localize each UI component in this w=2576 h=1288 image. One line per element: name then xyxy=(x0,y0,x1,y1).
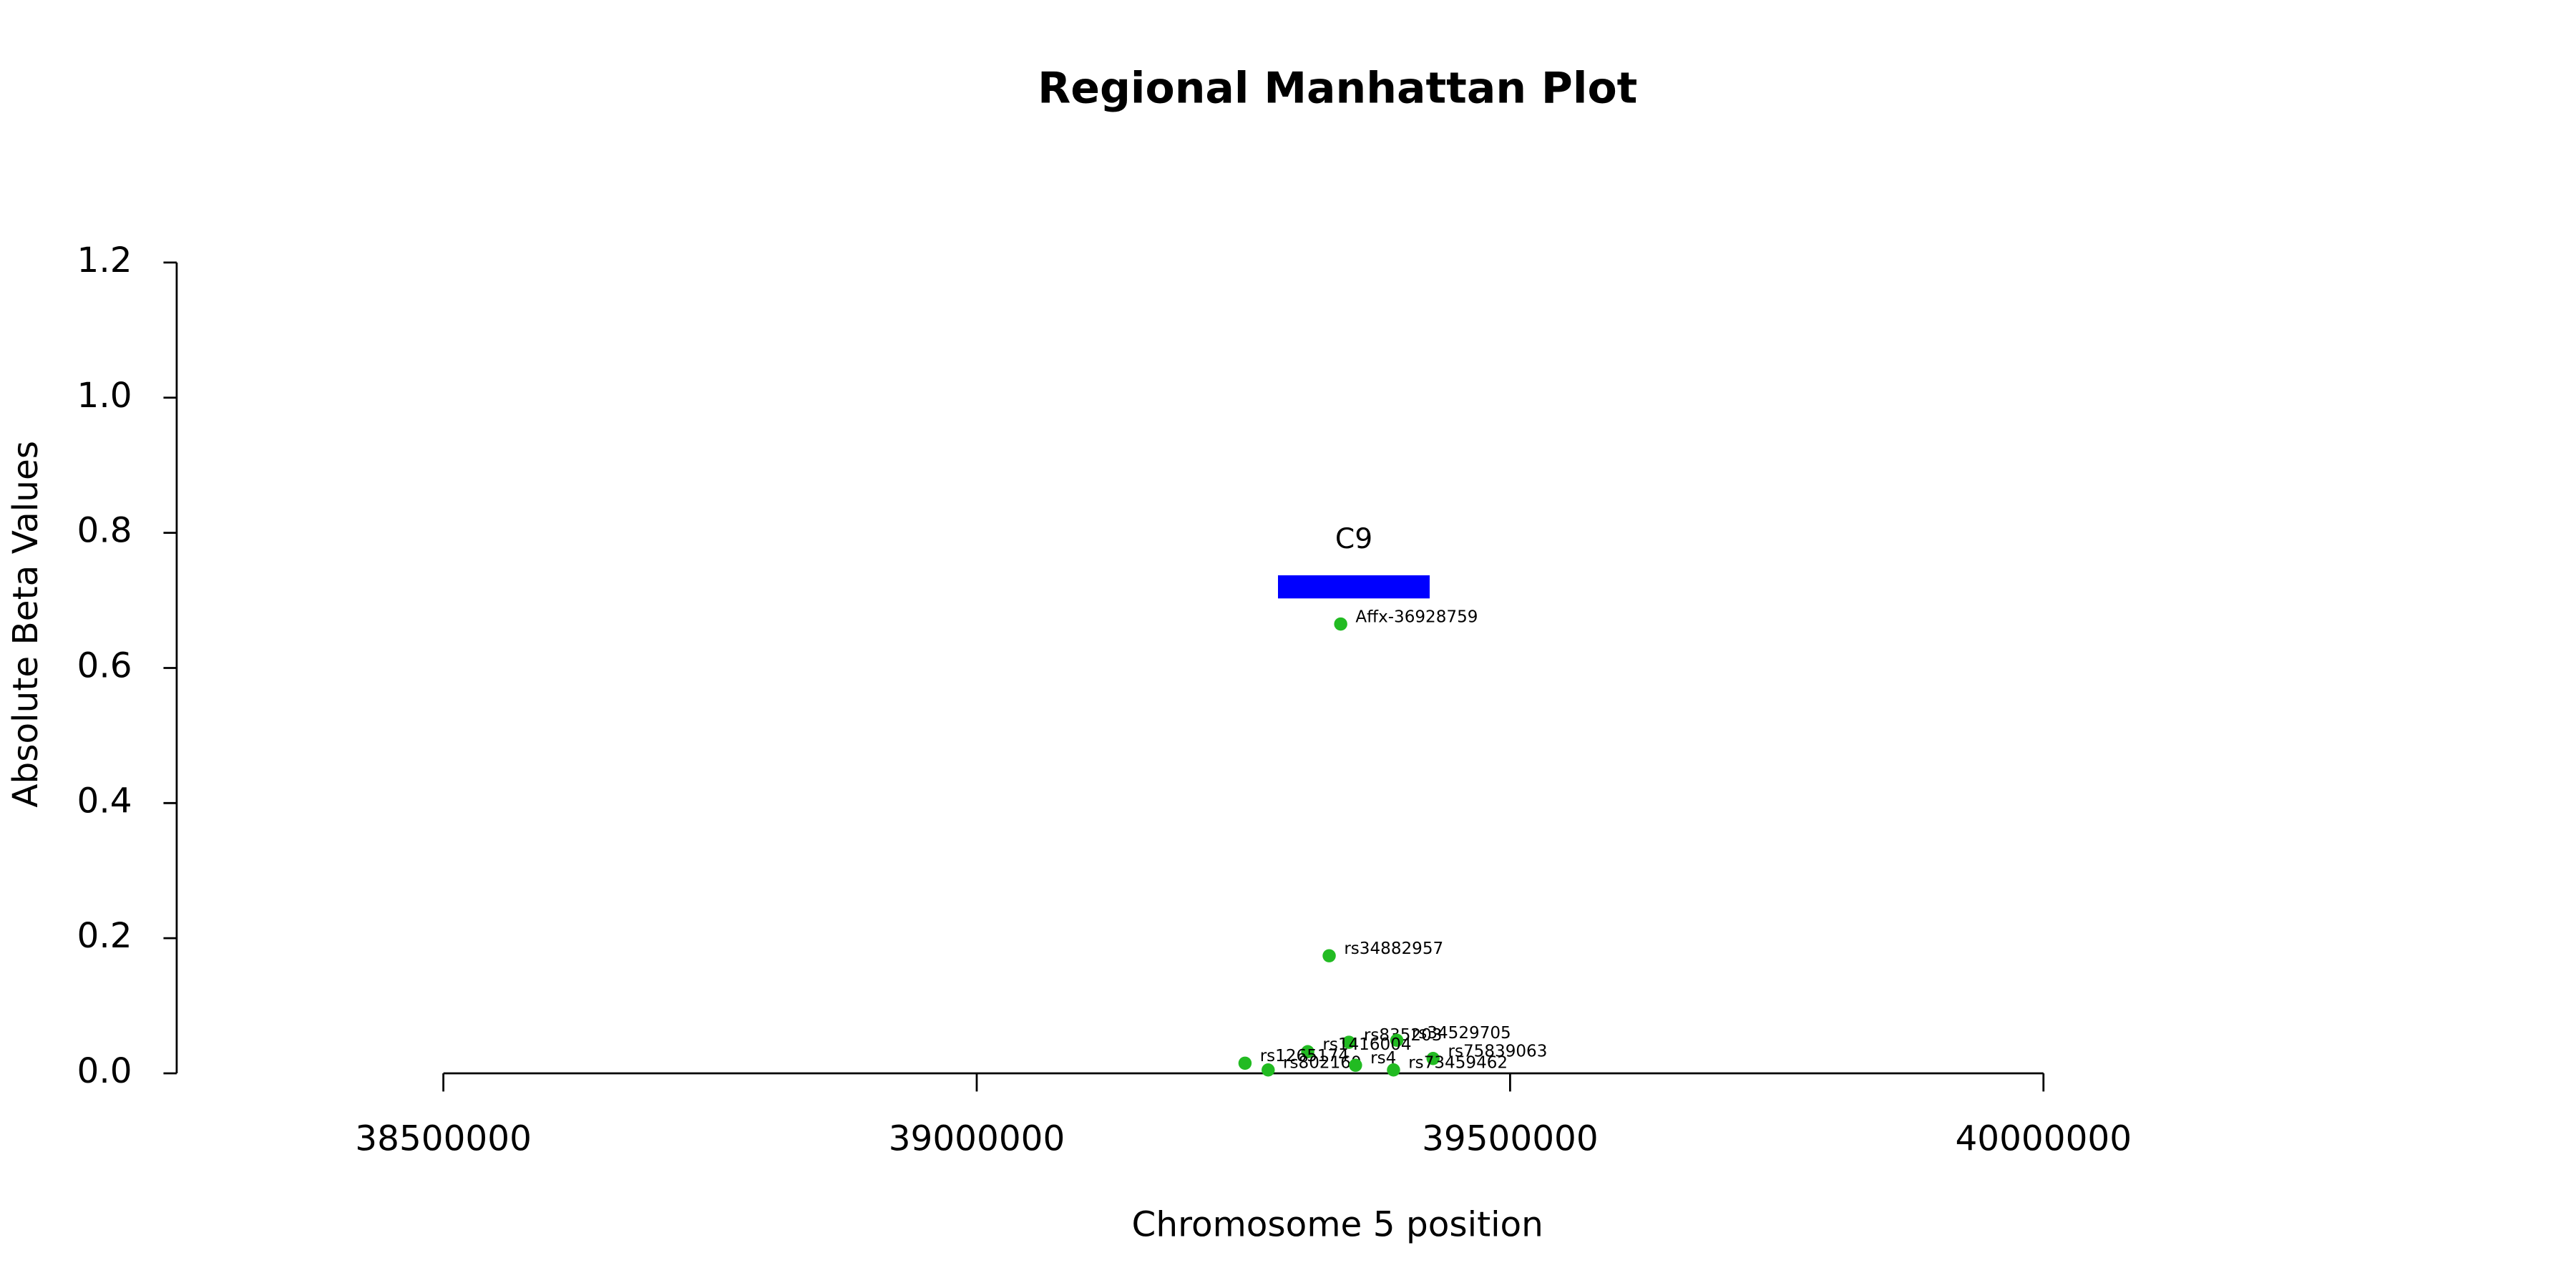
point-label: rs34882957 xyxy=(1344,940,1443,958)
y-tick-label: 0.8 xyxy=(77,511,132,551)
y-tick-label: 0.6 xyxy=(77,645,132,686)
point xyxy=(1262,1063,1275,1077)
point-label: rs1265174 xyxy=(1260,1047,1349,1065)
x-tick-label: 39500000 xyxy=(1422,1119,1599,1159)
y-tick-label: 0.2 xyxy=(77,916,132,956)
x-axis-label: Chromosome 5 position xyxy=(1132,1205,1543,1245)
gene-bar xyxy=(1277,575,1430,599)
y-tick-label: 1.2 xyxy=(77,240,132,280)
point xyxy=(1426,1051,1440,1065)
point-label: rs4 xyxy=(1370,1049,1396,1068)
y-axis-label: Absolute Beta Values xyxy=(6,441,46,808)
point xyxy=(1238,1056,1252,1070)
point xyxy=(1349,1058,1362,1072)
point xyxy=(1322,949,1336,962)
y-tick-label: 0.4 xyxy=(77,781,132,821)
point-label: rs34529705 xyxy=(1412,1024,1511,1043)
gene-label: C9 xyxy=(1335,523,1372,555)
point-label: rs73459462 xyxy=(1408,1054,1508,1073)
point-label: rs75839063 xyxy=(1448,1042,1548,1060)
point-label: rs1416004 xyxy=(1322,1035,1411,1054)
x-tick-label: 38500000 xyxy=(355,1119,532,1159)
point-label: rs802160 xyxy=(1283,1054,1362,1073)
point xyxy=(1387,1063,1400,1077)
x-tick-label: 40000000 xyxy=(1955,1119,2132,1159)
point xyxy=(1334,617,1347,631)
point xyxy=(1390,1033,1404,1047)
chart-title: Regional Manhattan Plot xyxy=(1038,64,1637,114)
x-tick-label: 39000000 xyxy=(889,1119,1065,1159)
point xyxy=(1301,1045,1314,1059)
point xyxy=(1342,1035,1356,1049)
y-tick-label: 0.0 xyxy=(77,1051,132,1091)
y-tick-label: 1.0 xyxy=(77,376,132,416)
point-label: Affx-36928759 xyxy=(1355,608,1478,626)
